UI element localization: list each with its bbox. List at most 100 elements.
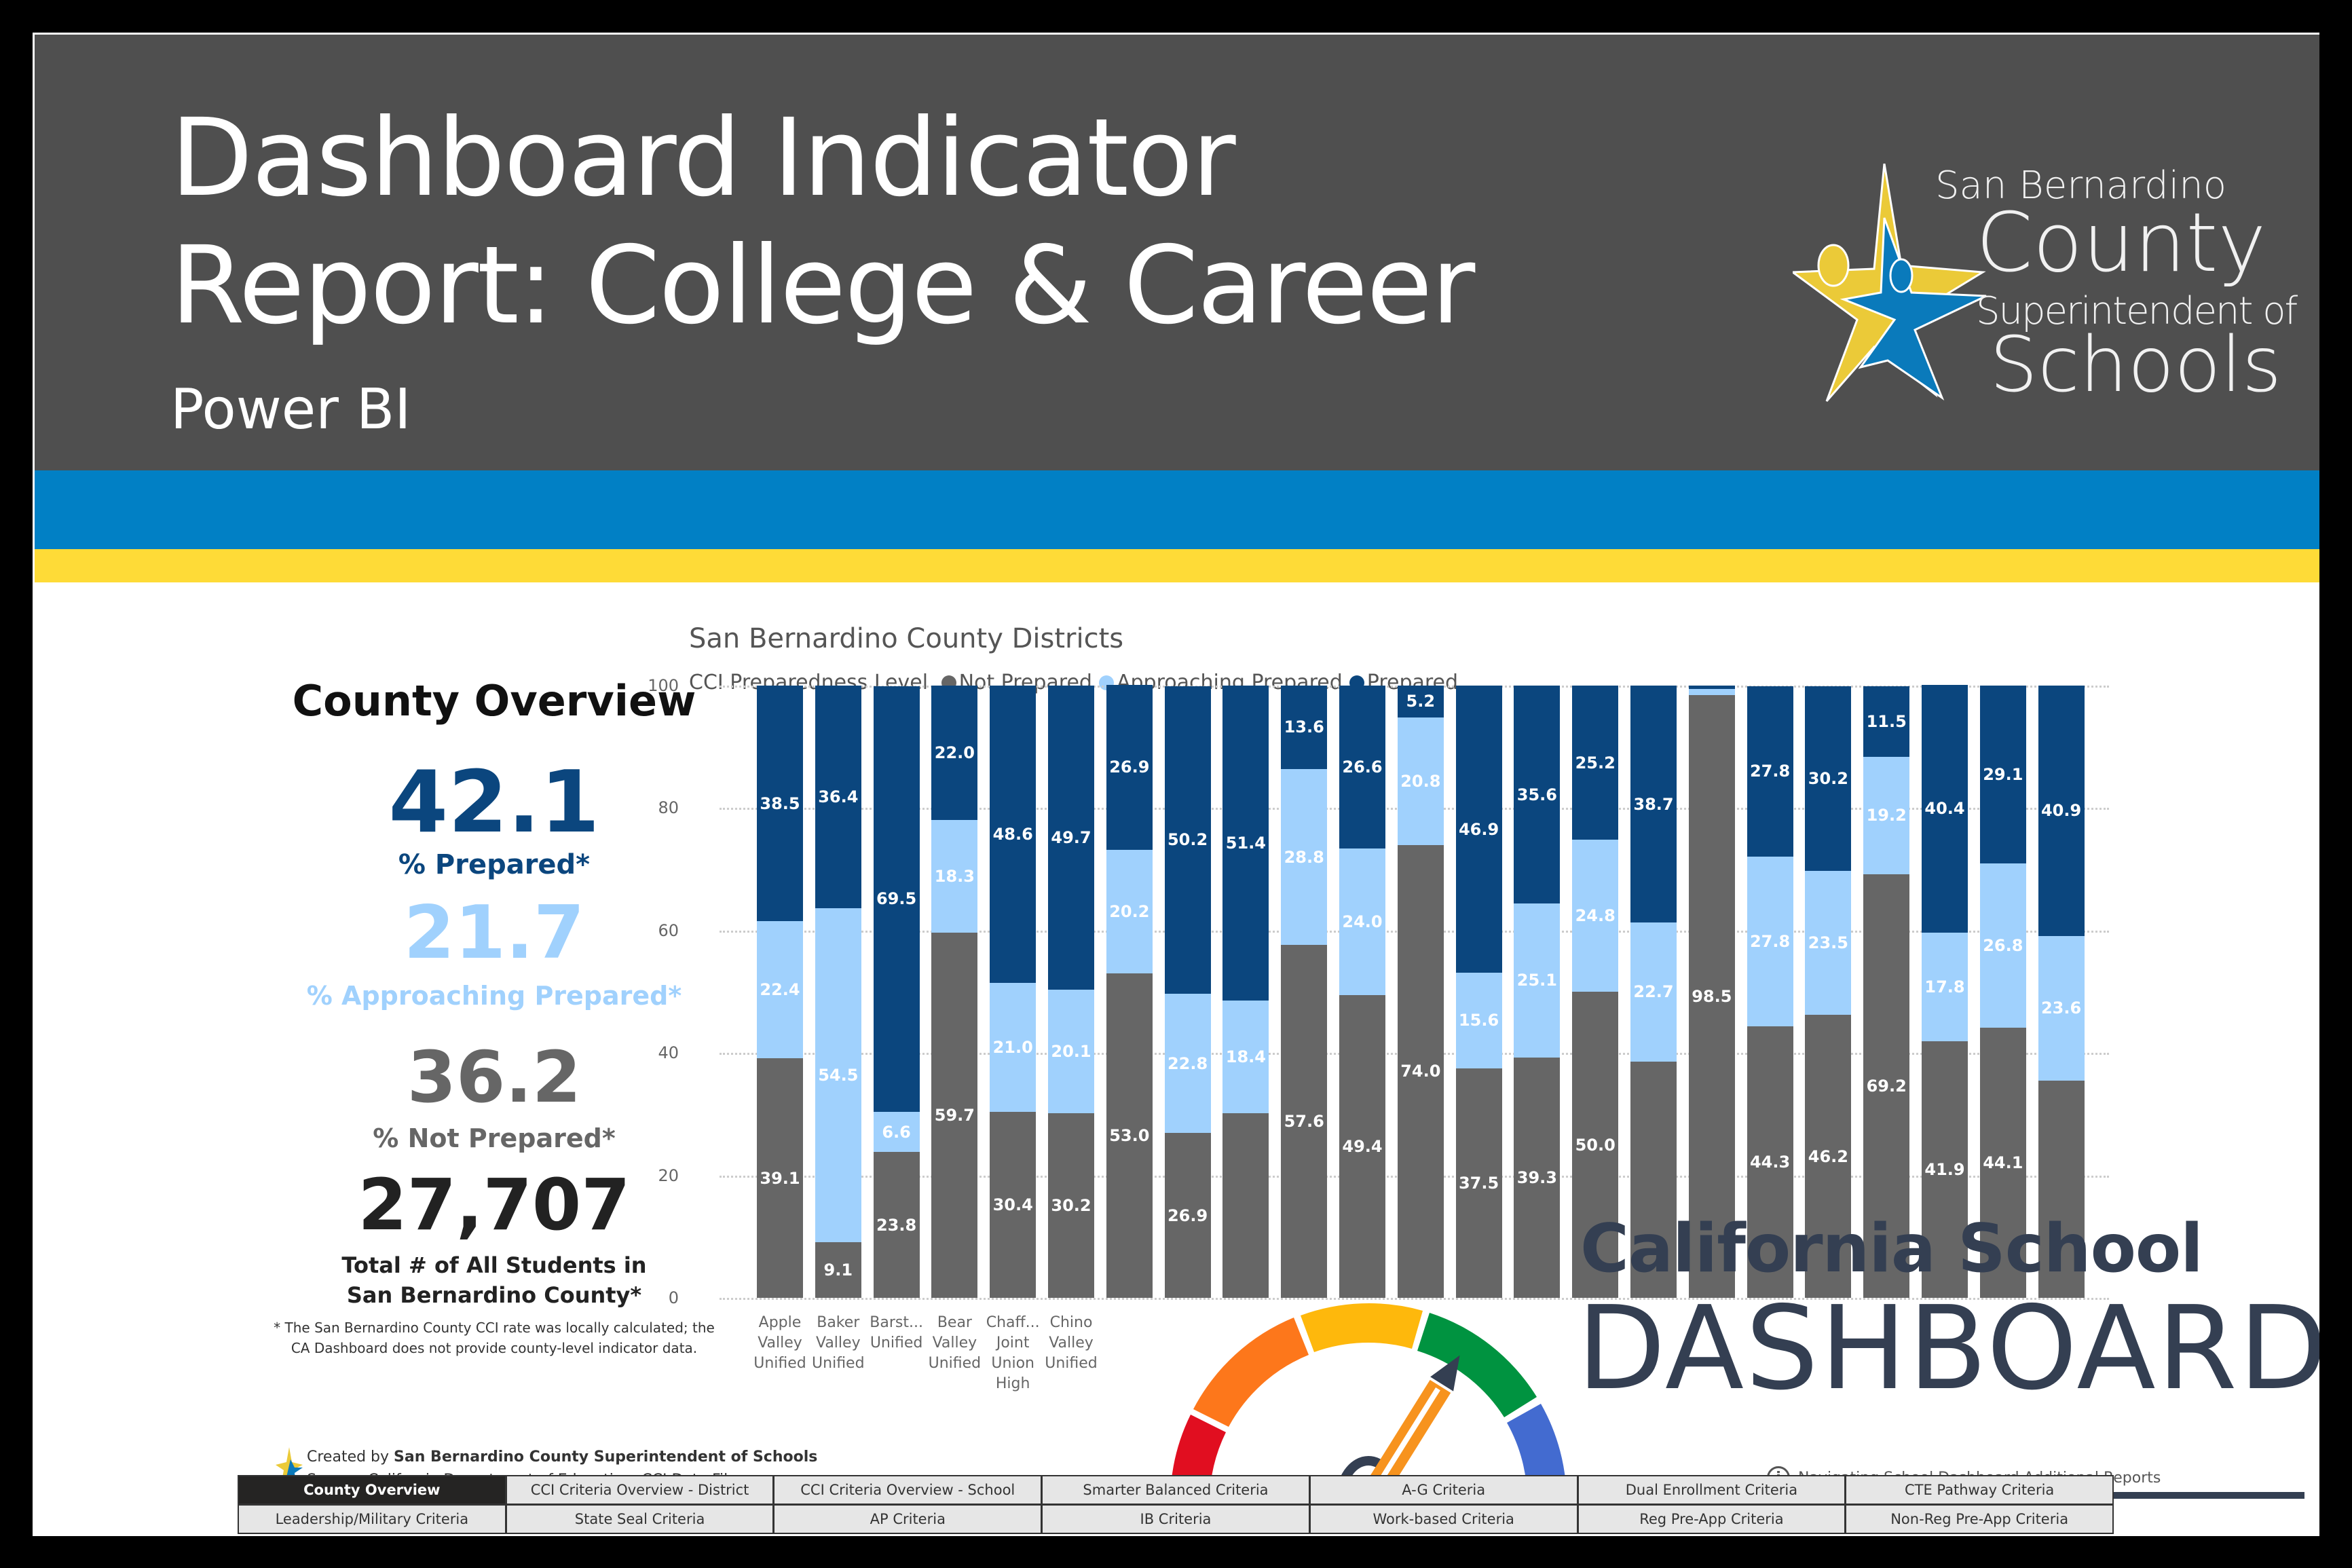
nav-button-cte-pathway-criteria[interactable]: CTE Pathway Criteria — [1846, 1476, 2112, 1504]
bar-segment-not-prepared[interactable]: 9.1 — [815, 1242, 861, 1298]
bar-segment-not-prepared[interactable]: 23.8 — [873, 1152, 920, 1298]
bar-district-16[interactable]: 22.7 38.7 — [1630, 686, 1677, 1298]
bar-district-7[interactable]: 53.0 20.2 26.9 — [1106, 685, 1153, 1298]
bar-segment-prepared[interactable]: 50.2 — [1164, 686, 1211, 994]
nav-button-non-reg-pre-app-criteria[interactable]: Non-Reg Pre-App Criteria — [1846, 1506, 2112, 1533]
bar-segment-approaching-prepared[interactable]: 24.8 — [1572, 840, 1619, 992]
bar-district-8[interactable]: 26.9 22.8 50.2 — [1164, 686, 1211, 1298]
bar-segment-not-prepared[interactable]: 30.2 — [1048, 1113, 1094, 1298]
bar-segment-approaching-prepared[interactable]: 28.8 — [1281, 768, 1328, 946]
bar-district-19[interactable]: 46.2 23.5 30.2 — [1805, 686, 1852, 1298]
bar-district-22[interactable]: 44.1 26.8 29.1 — [1979, 686, 2026, 1298]
nav-button-county-overview[interactable]: County Overview — [239, 1476, 505, 1504]
bar-district-9[interactable]: 18.4 51.4 — [1222, 686, 1269, 1298]
bar-segment-not-prepared[interactable]: 98.5 — [1688, 694, 1735, 1298]
bar-segment-approaching-prepared[interactable] — [1688, 688, 1735, 695]
bar-segment-prepared[interactable]: 69.5 — [873, 686, 920, 1112]
bar-segment-prepared[interactable]: 29.1 — [1979, 686, 2026, 864]
bar-segment-prepared[interactable]: 48.6 — [990, 686, 1037, 984]
bar-district-20[interactable]: 69.2 19.2 11.5 — [1863, 686, 1910, 1298]
bar-segment-prepared[interactable]: 40.4 — [1922, 685, 1968, 933]
nav-button-cci-criteria-overview-school[interactable]: CCI Criteria Overview - School — [774, 1476, 1041, 1504]
bar-segment-not-prepared[interactable]: 30.4 — [990, 1111, 1037, 1298]
bar-segment-not-prepared[interactable] — [1630, 1061, 1677, 1298]
bar-district-6[interactable]: 30.2 20.1 49.7 — [1048, 686, 1094, 1298]
bar-segment-prepared[interactable]: 26.6 — [1339, 686, 1385, 848]
bar-segment-approaching-prepared[interactable]: 18.4 — [1222, 1000, 1269, 1113]
bar-segment-approaching-prepared[interactable]: 27.8 — [1747, 856, 1793, 1027]
bar-district-2[interactable]: 9.1 54.5 36.4 — [815, 686, 861, 1298]
bar-segment-prepared[interactable]: 40.9 — [2038, 686, 2085, 936]
bar-segment-prepared[interactable]: 49.7 — [1048, 686, 1094, 990]
bar-segment-not-prepared[interactable]: 41.9 — [1922, 1041, 1968, 1298]
bar-district-17[interactable]: 98.5 — [1688, 686, 1735, 1298]
bar-segment-prepared[interactable]: 36.4 — [815, 686, 861, 909]
bar-segment-prepared[interactable]: 38.5 — [757, 686, 803, 922]
bar-segment-approaching-prepared[interactable]: 54.5 — [815, 908, 861, 1242]
bar-segment-not-prepared[interactable]: 53.0 — [1106, 973, 1153, 1298]
bar-segment-prepared[interactable]: 26.9 — [1106, 685, 1153, 850]
bar-segment-prepared[interactable]: 35.6 — [1514, 686, 1561, 904]
nav-button-a-g-criteria[interactable]: A-G Criteria — [1310, 1476, 1577, 1504]
bar-segment-approaching-prepared[interactable]: 23.5 — [1805, 871, 1852, 1015]
bar-segment-not-prepared[interactable] — [2038, 1080, 2085, 1298]
bar-segment-approaching-prepared[interactable]: 22.4 — [757, 921, 803, 1059]
bar-segment-not-prepared[interactable]: 26.9 — [1164, 1133, 1211, 1298]
bar-segment-prepared[interactable] — [1688, 686, 1735, 689]
bar-segment-approaching-prepared[interactable]: 26.8 — [1979, 863, 2026, 1028]
bar-segment-prepared[interactable]: 11.5 — [1863, 686, 1910, 757]
bar-district-18[interactable]: 44.3 27.8 27.8 — [1747, 686, 1793, 1298]
bar-district-23[interactable]: 23.6 40.9 — [2038, 686, 2085, 1298]
bar-segment-prepared[interactable]: 5.2 — [1397, 686, 1444, 717]
bar-district-10[interactable]: 57.6 28.8 13.6 — [1281, 686, 1328, 1298]
bar-district-4[interactable]: 59.7 18.3 22.0 — [931, 686, 978, 1298]
bar-district-15[interactable]: 50.0 24.8 25.2 — [1572, 686, 1619, 1298]
bar-segment-prepared[interactable]: 27.8 — [1747, 686, 1793, 857]
bar-district-21[interactable]: 41.9 17.8 40.4 — [1922, 685, 1968, 1298]
nav-button-ib-criteria[interactable]: IB Criteria — [1043, 1506, 1309, 1533]
bar-segment-approaching-prepared[interactable]: 18.3 — [931, 820, 978, 933]
nav-button-dual-enrollment-criteria[interactable]: Dual Enrollment Criteria — [1578, 1476, 1845, 1504]
bar-segment-not-prepared[interactable]: 59.7 — [931, 932, 978, 1298]
bar-district-13[interactable]: 37.5 15.6 46.9 — [1455, 686, 1502, 1298]
bar-segment-prepared[interactable]: 30.2 — [1805, 686, 1852, 872]
bar-segment-approaching-prepared[interactable]: 15.6 — [1455, 973, 1502, 1068]
bar-district-11[interactable]: 49.4 24.0 26.6 — [1339, 686, 1385, 1298]
bar-segment-approaching-prepared[interactable]: 19.2 — [1863, 756, 1910, 874]
bar-segment-not-prepared[interactable]: 39.3 — [1514, 1057, 1561, 1298]
bar-segment-not-prepared[interactable]: 46.2 — [1805, 1015, 1852, 1298]
bar-segment-approaching-prepared[interactable]: 25.1 — [1514, 903, 1561, 1058]
nav-button-work-based-criteria[interactable]: Work-based Criteria — [1310, 1506, 1577, 1533]
bar-segment-approaching-prepared[interactable]: 20.1 — [1048, 990, 1094, 1113]
bar-segment-not-prepared[interactable]: 39.1 — [757, 1058, 803, 1298]
bar-segment-not-prepared[interactable]: 44.1 — [1979, 1028, 2026, 1298]
bar-district-12[interactable]: 74.0 20.8 5.2 — [1397, 686, 1444, 1298]
bar-segment-prepared[interactable]: 46.9 — [1455, 686, 1502, 973]
nav-button-state-seal-criteria[interactable]: State Seal Criteria — [506, 1506, 773, 1533]
bar-segment-not-prepared[interactable] — [1222, 1113, 1269, 1298]
bar-district-5[interactable]: 30.4 21.0 48.6 — [990, 686, 1037, 1298]
nav-button-reg-pre-app-criteria[interactable]: Reg Pre-App Criteria — [1578, 1506, 1845, 1533]
bar-segment-not-prepared[interactable]: 37.5 — [1455, 1068, 1502, 1298]
nav-button-ap-criteria[interactable]: AP Criteria — [774, 1506, 1041, 1533]
bar-segment-prepared[interactable]: 25.2 — [1572, 686, 1619, 840]
nav-button-leadership-military-criteria[interactable]: Leadership/Military Criteria — [239, 1506, 505, 1533]
bar-segment-approaching-prepared[interactable]: 24.0 — [1339, 848, 1385, 996]
bar-segment-not-prepared[interactable]: 57.6 — [1281, 945, 1328, 1298]
bar-segment-approaching-prepared[interactable]: 20.8 — [1397, 717, 1444, 845]
bar-segment-prepared[interactable]: 51.4 — [1222, 686, 1269, 1001]
bar-segment-prepared[interactable]: 22.0 — [931, 686, 978, 821]
bar-segment-prepared[interactable]: 38.7 — [1630, 686, 1677, 923]
bar-segment-not-prepared[interactable]: 74.0 — [1397, 844, 1444, 1298]
bar-segment-approaching-prepared[interactable]: 22.7 — [1630, 922, 1677, 1062]
bar-segment-not-prepared[interactable]: 49.4 — [1339, 995, 1385, 1298]
nav-button-cci-criteria-overview-district[interactable]: CCI Criteria Overview - District — [506, 1476, 773, 1504]
bar-segment-approaching-prepared[interactable]: 6.6 — [873, 1111, 920, 1153]
bar-segment-approaching-prepared[interactable]: 21.0 — [990, 983, 1037, 1112]
bar-segment-approaching-prepared[interactable]: 17.8 — [1922, 932, 1968, 1042]
bar-segment-not-prepared[interactable]: 44.3 — [1747, 1026, 1793, 1298]
bar-district-1[interactable]: 39.1 22.4 38.5 — [757, 686, 803, 1298]
nav-button-smarter-balanced-criteria[interactable]: Smarter Balanced Criteria — [1043, 1476, 1309, 1504]
bar-segment-not-prepared[interactable]: 50.0 — [1572, 992, 1619, 1298]
bar-district-3[interactable]: 23.8 6.6 69.5 — [873, 686, 920, 1298]
